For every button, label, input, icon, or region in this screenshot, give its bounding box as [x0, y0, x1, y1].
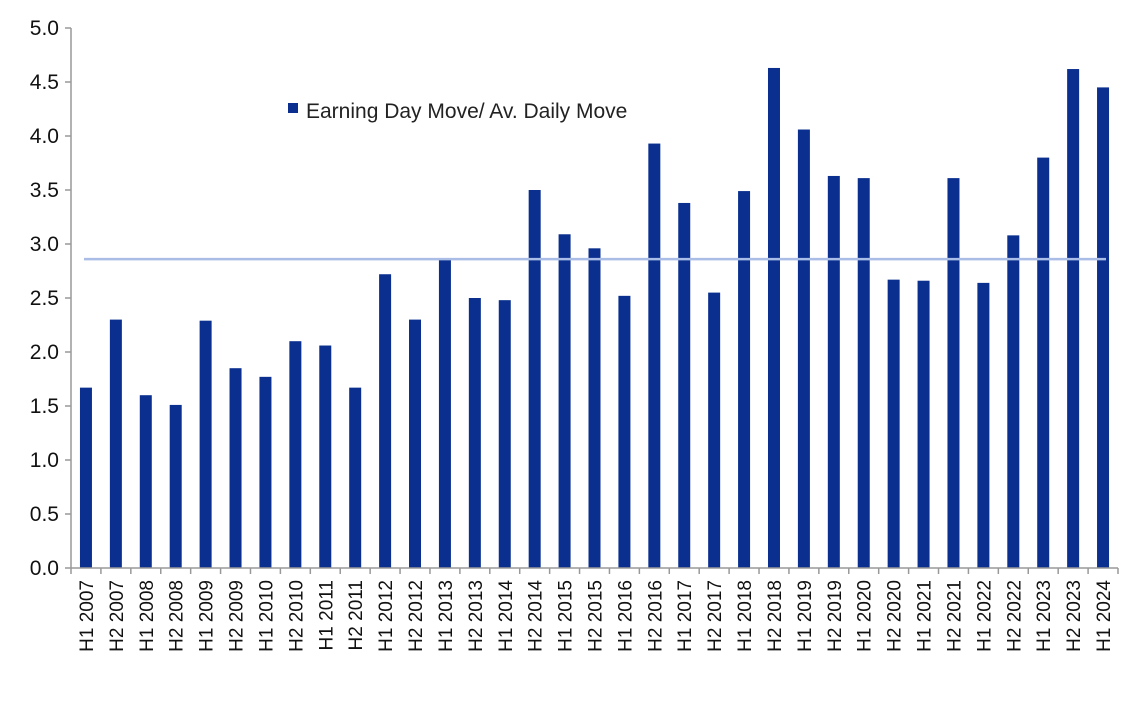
bar — [169, 404, 182, 568]
bar — [618, 295, 631, 568]
bar — [558, 234, 571, 568]
bar — [79, 387, 92, 568]
x-tick-label: H2 2011 — [346, 580, 367, 650]
bar — [498, 300, 511, 568]
x-tick-label: H1 2009 — [197, 580, 218, 652]
x-tick-label: H1 2018 — [735, 580, 756, 652]
bar — [1037, 157, 1050, 568]
bar — [199, 320, 212, 568]
x-tick-label: H1 2017 — [675, 580, 696, 652]
legend-swatch — [288, 103, 298, 113]
x-tick-label: H2 2009 — [227, 580, 248, 652]
bar — [1067, 69, 1080, 568]
x-tick-label: H2 2023 — [1064, 580, 1085, 652]
x-tick-label: H1 2012 — [376, 580, 397, 652]
bar — [857, 178, 870, 568]
bar — [109, 319, 122, 568]
y-tick-label: 4.0 — [30, 125, 59, 148]
bar — [349, 387, 362, 568]
bar — [319, 345, 332, 568]
x-tick-label: H1 2008 — [137, 580, 158, 652]
x-tick-label: H1 2021 — [915, 580, 936, 652]
bar — [797, 129, 810, 568]
bar — [468, 298, 481, 568]
bar — [648, 143, 661, 568]
x-tick-label: H2 2008 — [167, 580, 188, 652]
y-tick-label: 0.5 — [30, 503, 59, 526]
bar — [678, 202, 691, 568]
x-tick-label: H2 2012 — [406, 580, 427, 652]
bar — [977, 282, 990, 568]
bar — [738, 191, 751, 568]
bar — [259, 376, 272, 568]
bar — [767, 67, 780, 569]
x-tick-label: H2 2021 — [944, 580, 965, 652]
y-tick-label: 1.5 — [30, 395, 59, 418]
x-tick-label: H1 2023 — [1034, 580, 1055, 652]
x-tick-label: H1 2015 — [556, 580, 577, 652]
y-tick-label: 0.0 — [30, 557, 59, 580]
bar — [827, 175, 840, 568]
x-axis: H1 2007 H2 2007 H1 2008 H2 2008 H1 2009 H2 20… — [70, 567, 1119, 652]
bar — [947, 178, 960, 568]
bar — [1097, 87, 1110, 569]
x-tick-label: H1 2014 — [496, 580, 517, 652]
y-tick-label: 3.0 — [30, 233, 59, 256]
legend: Earning Day Move/ Av. Daily Move — [288, 100, 627, 123]
x-tick-label: H1 2020 — [855, 580, 876, 652]
y-tick-label: 3.5 — [30, 179, 59, 202]
x-tick-label: H2 2019 — [825, 580, 846, 652]
y-tick-label: 5.0 — [30, 17, 59, 40]
x-tick-label: H2 2020 — [885, 580, 906, 652]
x-tick-label: H2 2007 — [107, 580, 128, 652]
x-tick-label: H1 2022 — [974, 580, 995, 652]
bar — [528, 190, 541, 568]
x-tick-label: H1 2007 — [77, 580, 98, 652]
y-tick-label: 1.0 — [30, 449, 59, 472]
bar — [588, 248, 601, 568]
bar — [139, 395, 152, 568]
x-tick-label: H2 2022 — [1004, 580, 1025, 652]
legend-label: Earning Day Move/ Av. Daily Move — [306, 100, 627, 123]
bar — [229, 368, 242, 568]
bar — [289, 341, 302, 568]
x-tick-label: H2 2014 — [526, 580, 547, 652]
bar — [379, 274, 392, 568]
x-tick-label: H2 2015 — [586, 580, 607, 652]
x-tick-label: H1 2010 — [256, 580, 277, 652]
bar — [917, 280, 930, 568]
y-tick-label: 4.5 — [30, 71, 59, 94]
x-tick-label: H2 2018 — [765, 580, 786, 652]
x-tick-label: H1 2013 — [436, 580, 457, 652]
x-tick-label: H1 2019 — [795, 580, 816, 652]
y-tick-label: 2.0 — [30, 341, 59, 364]
bar — [1007, 235, 1020, 569]
bars — [79, 67, 1110, 569]
bar — [409, 319, 422, 568]
x-tick-label: H1 2011 — [316, 580, 337, 650]
x-tick-label: H2 2016 — [645, 580, 666, 652]
bar — [438, 259, 451, 568]
x-tick-label: H2 2010 — [286, 580, 307, 652]
bar — [708, 292, 721, 568]
x-tick-label: H1 2024 — [1094, 580, 1115, 652]
y-axis: 0.0 0.5 1.0 1.5 2.0 2.5 3.0 3.5 4.0 4.5 5.0 — [30, 17, 72, 580]
bar — [887, 279, 900, 568]
x-tick-label: H2 2017 — [705, 580, 726, 652]
x-tick-label: H2 2013 — [466, 580, 487, 652]
x-tick-label: H1 2016 — [615, 580, 636, 652]
y-tick-label: 2.5 — [30, 287, 59, 310]
